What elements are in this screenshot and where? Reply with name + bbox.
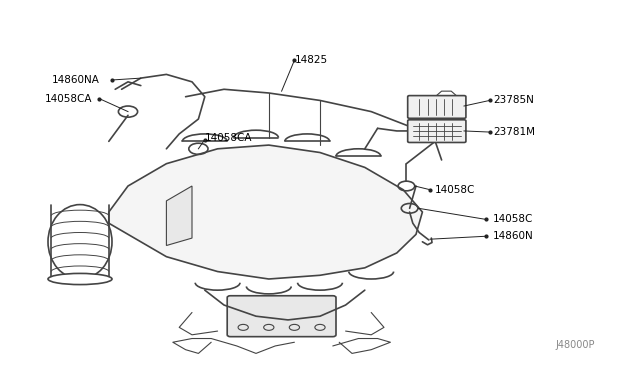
Text: 14058CA: 14058CA	[205, 133, 252, 142]
Polygon shape	[109, 145, 422, 279]
Text: 14860NA: 14860NA	[51, 75, 99, 85]
Text: J48000P: J48000P	[556, 340, 595, 350]
FancyBboxPatch shape	[227, 296, 336, 337]
Text: 14058C: 14058C	[493, 215, 533, 224]
Text: 14058C: 14058C	[435, 185, 476, 195]
Text: 14058CA: 14058CA	[45, 94, 93, 103]
FancyBboxPatch shape	[408, 120, 466, 142]
Polygon shape	[166, 186, 192, 246]
Ellipse shape	[48, 273, 112, 285]
Text: 14825: 14825	[294, 55, 328, 64]
FancyBboxPatch shape	[408, 96, 466, 118]
Text: 23785N: 23785N	[493, 96, 534, 105]
Text: 23781M: 23781M	[493, 127, 535, 137]
Text: 14860N: 14860N	[493, 231, 534, 241]
